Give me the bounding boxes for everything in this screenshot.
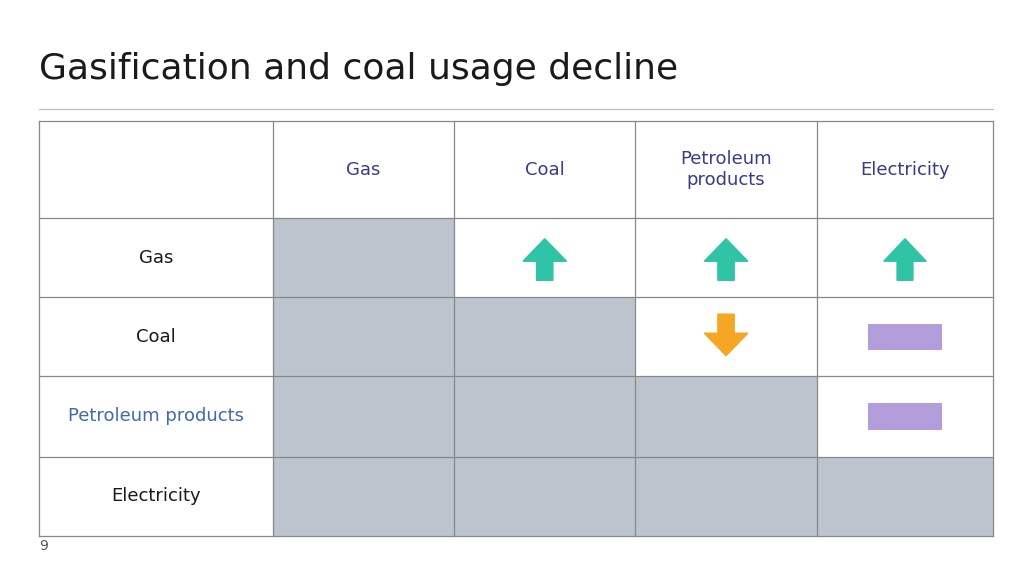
Text: 9: 9 (39, 539, 48, 553)
Text: Petroleum products: Petroleum products (68, 407, 244, 426)
Bar (635, 376, 817, 457)
Bar (868, 403, 942, 430)
Text: Coal: Coal (136, 328, 176, 346)
Bar (817, 457, 993, 536)
Bar (272, 376, 454, 457)
Bar (272, 457, 454, 536)
Text: Gas: Gas (138, 249, 173, 267)
FancyArrow shape (523, 239, 566, 281)
Text: Electricity: Electricity (860, 161, 950, 179)
Text: Coal: Coal (525, 161, 564, 179)
FancyArrow shape (705, 239, 748, 281)
Bar (272, 297, 454, 376)
Bar (272, 218, 454, 297)
Text: Petroleum
products: Petroleum products (680, 150, 772, 189)
Text: Electricity: Electricity (111, 487, 201, 505)
FancyArrow shape (884, 239, 926, 281)
Text: Gasification and coal usage decline: Gasification and coal usage decline (39, 52, 678, 86)
Bar (635, 457, 817, 536)
Text: Gas: Gas (346, 161, 381, 179)
Bar (868, 324, 942, 350)
FancyArrow shape (705, 314, 748, 355)
Bar (454, 297, 635, 376)
Bar (454, 376, 635, 457)
Bar (454, 457, 635, 536)
